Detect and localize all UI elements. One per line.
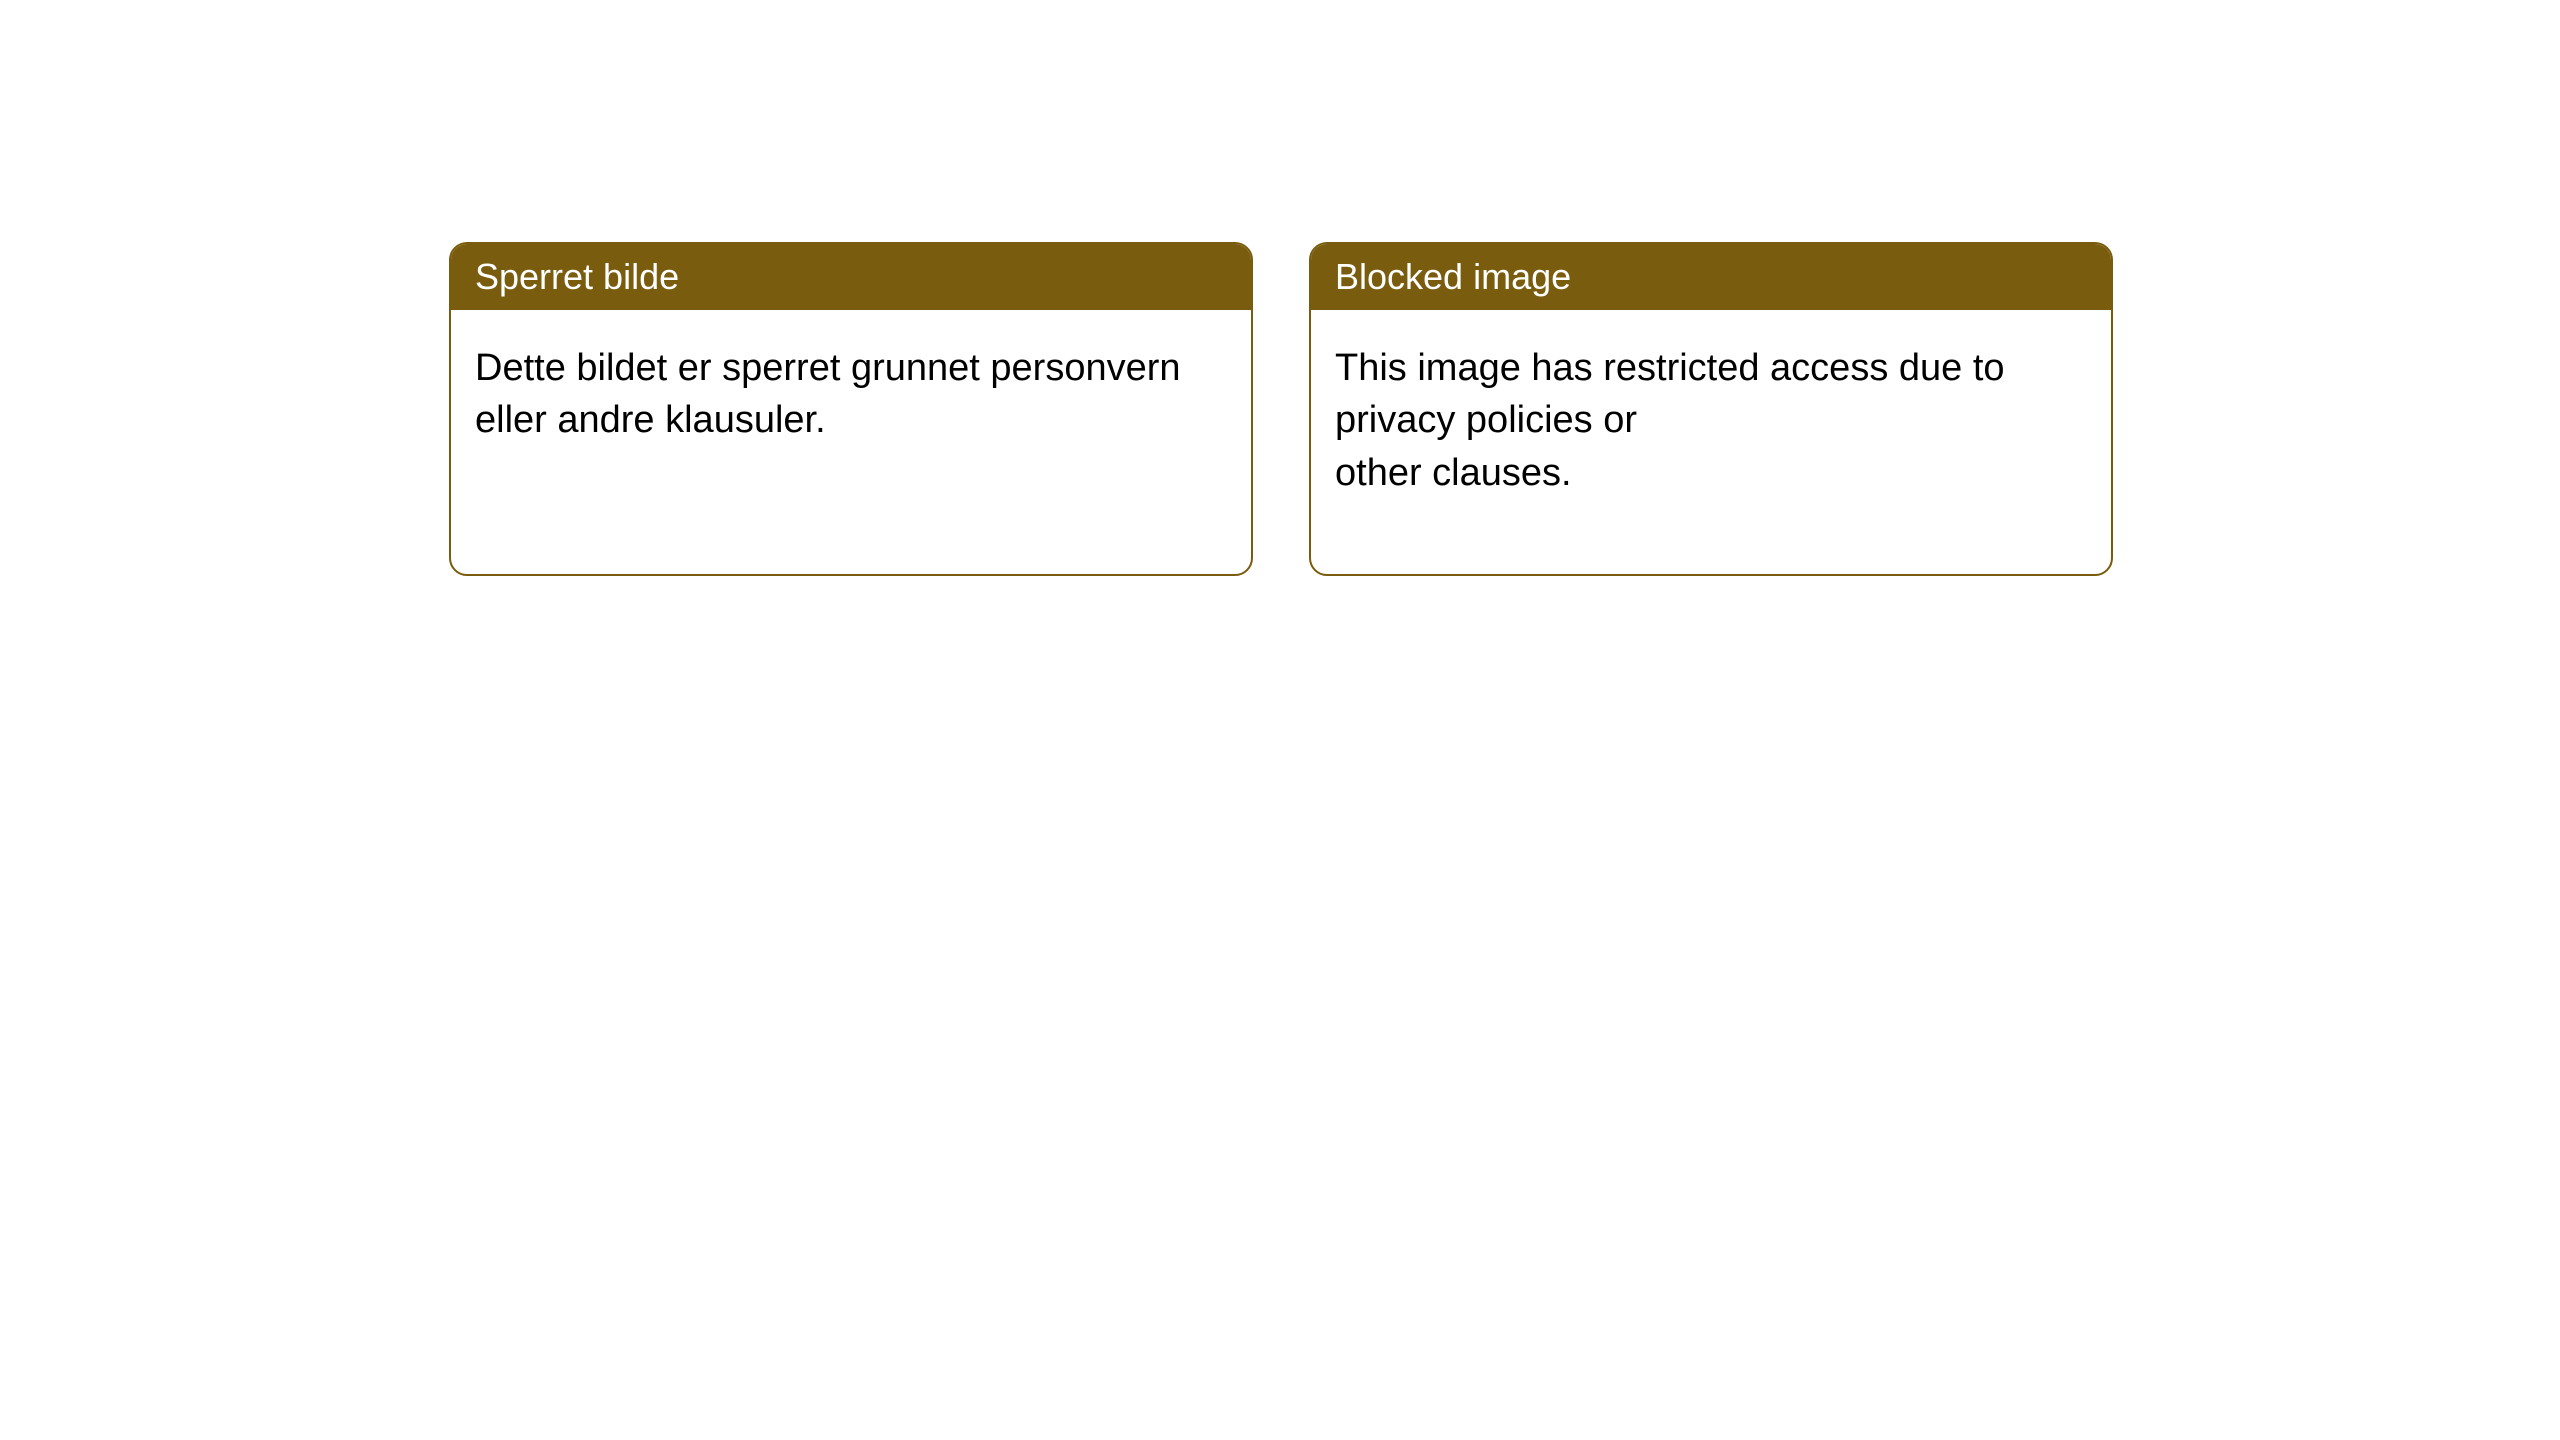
notice-container: Sperret bilde Dette bildet er sperret gr… [0,0,2560,576]
notice-body: Dette bildet er sperret grunnet personve… [451,310,1251,479]
notice-card-english: Blocked image This image has restricted … [1309,242,2113,576]
notice-title: Blocked image [1311,244,2111,310]
notice-card-norwegian: Sperret bilde Dette bildet er sperret gr… [449,242,1253,576]
notice-title: Sperret bilde [451,244,1251,310]
notice-body: This image has restricted access due to … [1311,310,2111,531]
